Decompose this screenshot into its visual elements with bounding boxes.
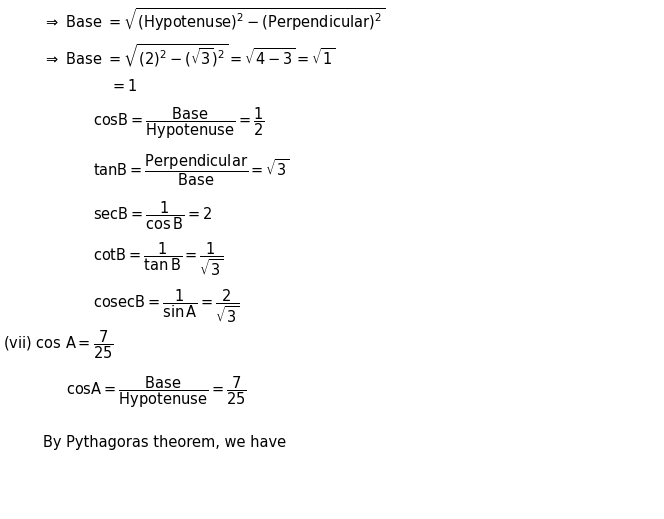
Text: $\mathrm{cosecB}{=}\dfrac{1}{\mathrm{sin\,A}} = \dfrac{2}{\sqrt{3}}$: $\mathrm{cosecB}{=}\dfrac{1}{\mathrm{sin… <box>93 288 240 325</box>
Text: (vii) cos A$=\dfrac{7}{25}$: (vii) cos A$=\dfrac{7}{25}$ <box>3 329 114 361</box>
Text: $\mathrm{cosB}{=}\dfrac{\mathrm{Base}}{\mathrm{Hypotenuse}} = \dfrac{1}{2}$: $\mathrm{cosB}{=}\dfrac{\mathrm{Base}}{\… <box>93 106 264 141</box>
Text: $\mathrm{tanB}{=}\dfrac{\mathrm{Perpendicular}}{\mathrm{Base}} = \sqrt{3}$: $\mathrm{tanB}{=}\dfrac{\mathrm{Perpendi… <box>93 153 290 188</box>
Text: $\mathrm{cosA}{=}\dfrac{\mathrm{Base}}{\mathrm{Hypotenuse}} = \dfrac{7}{25}$: $\mathrm{cosA}{=}\dfrac{\mathrm{Base}}{\… <box>66 374 247 409</box>
Text: $\Rightarrow$ Base $= \sqrt{(\mathrm{Hypotenuse})^2 - (\mathrm{Perpendicular})^2: $\Rightarrow$ Base $= \sqrt{(\mathrm{Hyp… <box>43 7 385 33</box>
Text: By Pythagoras theorem, we have: By Pythagoras theorem, we have <box>43 435 286 449</box>
Text: $\mathrm{secB}{=} \dfrac{1}{\mathrm{cos\,B}} = 2$: $\mathrm{secB}{=} \dfrac{1}{\mathrm{cos\… <box>93 199 212 231</box>
Text: $= 1$: $= 1$ <box>110 78 137 94</box>
Text: $\mathrm{cotB}{=}\dfrac{1}{\mathrm{tan\,B}} = \dfrac{1}{\sqrt{3}}$: $\mathrm{cotB}{=}\dfrac{1}{\mathrm{tan\,… <box>93 241 224 278</box>
Text: $\Rightarrow$ Base $= \sqrt{(2)^2 - (\sqrt{3})^2} = \sqrt{4-3} = \sqrt{1}$: $\Rightarrow$ Base $= \sqrt{(2)^2 - (\sq… <box>43 42 335 69</box>
